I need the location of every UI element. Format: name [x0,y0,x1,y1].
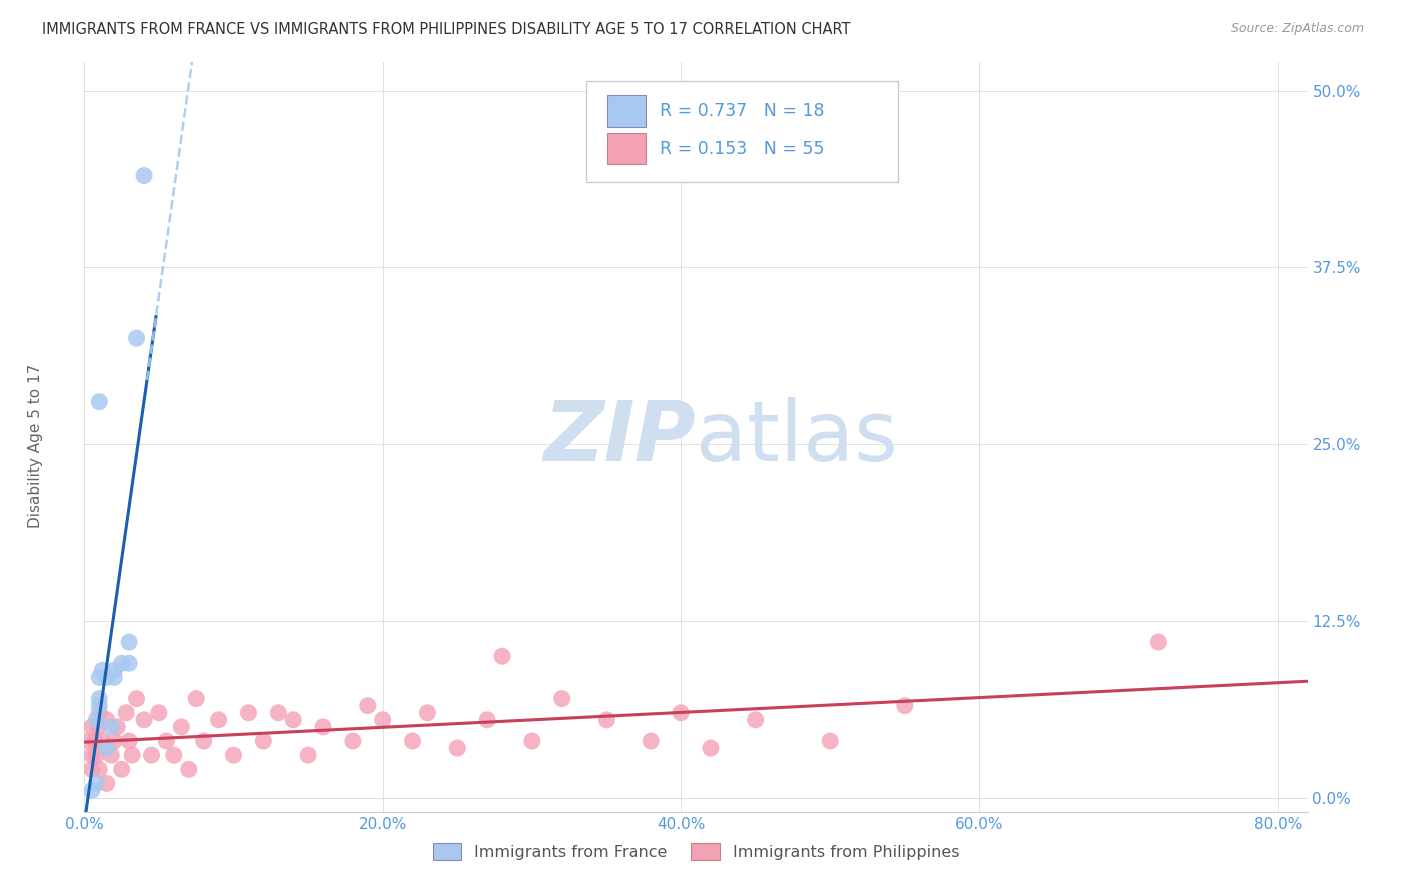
Point [163,748,186,763]
Point [96,670,118,684]
Text: Disability Age 5 to 17: Disability Age 5 to 17 [28,364,42,528]
Point [77,734,100,748]
Point [342,734,364,748]
Point [595,713,617,727]
Point [121,748,143,763]
Text: atlas: atlas [696,397,897,477]
Point [475,713,498,727]
Point [357,698,380,713]
Point [170,720,193,734]
Point [401,734,423,748]
Point [267,706,290,720]
Point [89,698,111,713]
Point [87,720,110,734]
Point [222,748,245,763]
FancyBboxPatch shape [586,81,898,182]
Point [640,734,662,748]
Point [132,713,155,727]
Point [89,706,111,720]
Point [148,706,170,720]
Point [115,706,138,720]
Point [177,762,200,776]
Point [89,394,111,409]
Point [80,783,103,797]
Point [193,734,215,748]
Point [700,741,723,756]
Point [186,691,208,706]
Text: R = 0.737   N = 18: R = 0.737 N = 18 [661,103,825,120]
Point [252,734,274,748]
Point [111,762,134,776]
Point [416,706,439,720]
Point [818,734,841,748]
Text: R = 0.153   N = 55: R = 0.153 N = 55 [661,140,825,158]
Point [96,776,118,790]
Point [520,734,543,748]
Point [125,331,148,345]
Point [80,720,103,734]
Point [111,657,134,671]
Point [96,713,118,727]
Point [207,713,229,727]
Point [84,776,107,790]
Point [89,670,111,684]
Point [1147,635,1170,649]
Point [312,720,335,734]
Text: Source: ZipAtlas.com: Source: ZipAtlas.com [1230,22,1364,36]
Point [125,691,148,706]
Point [669,706,692,720]
Point [238,706,260,720]
Point [118,734,141,748]
Point [118,657,141,671]
Point [100,720,122,734]
Point [371,713,394,727]
Point [83,734,105,748]
Point [283,713,305,727]
Point [491,649,513,664]
Point [744,713,766,727]
Point [155,734,177,748]
Bar [606,133,645,164]
Point [141,748,163,763]
Point [100,748,122,763]
Legend: Immigrants from France, Immigrants from Philippines: Immigrants from France, Immigrants from … [433,843,959,860]
Point [91,664,114,678]
Text: IMMIGRANTS FROM FRANCE VS IMMIGRANTS FROM PHILIPPINES DISABILITY AGE 5 TO 17 COR: IMMIGRANTS FROM FRANCE VS IMMIGRANTS FRO… [42,22,851,37]
Point [103,670,125,684]
Point [96,741,118,756]
Point [80,748,103,763]
Point [103,664,125,678]
Point [894,698,917,713]
Point [80,762,103,776]
Point [446,741,468,756]
Point [91,734,114,748]
Point [103,734,125,748]
Point [105,720,128,734]
Text: ZIP: ZIP [543,397,696,477]
Point [551,691,574,706]
Point [84,748,107,763]
Point [84,713,107,727]
Point [89,762,111,776]
Point [132,169,155,183]
Point [297,748,319,763]
Bar [606,95,645,127]
Point [118,635,141,649]
Point [89,691,111,706]
